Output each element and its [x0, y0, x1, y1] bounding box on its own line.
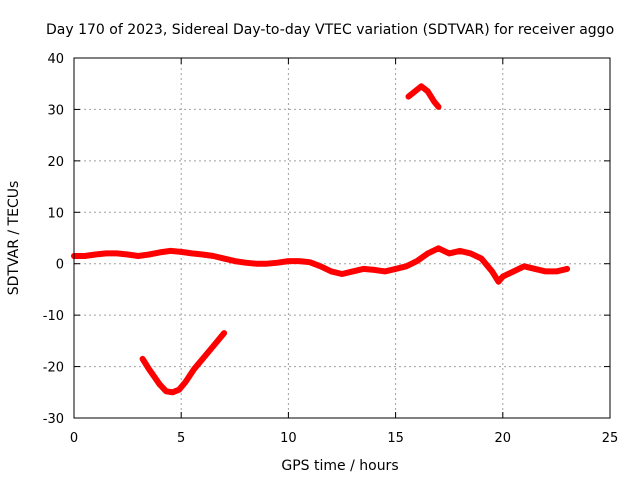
x-tick-label: 15: [387, 431, 404, 446]
y-tick-label: -30: [43, 412, 64, 427]
y-tick-label: 0: [56, 258, 64, 273]
y-tick-label: 10: [47, 206, 64, 221]
chart-title: Day 170 of 2023, Sidereal Day-to-day VTE…: [46, 22, 614, 38]
plot-frame: [73, 57, 611, 419]
x-tick-label: 5: [177, 431, 185, 446]
x-tick-label: 25: [602, 431, 619, 446]
x-tick-label: 10: [280, 431, 297, 446]
y-axis-label: SDTVAR / TECUs: [6, 181, 22, 296]
tick-labels: 0 5 10 15 20 25 -30 -20 -10 0 10 20 30 40: [43, 52, 619, 446]
y-tick-label: -10: [43, 309, 64, 324]
x-tick-label: 0: [70, 431, 78, 446]
x-axis-label: GPS time / hours: [281, 458, 398, 474]
series-line-arc-low: [139, 330, 228, 396]
series-line-main: [71, 245, 571, 285]
series-line-arc-high: [405, 83, 442, 110]
x-tick-label: 20: [495, 431, 512, 446]
y-tick-label: 30: [47, 103, 64, 118]
y-tick-label: 40: [47, 52, 64, 67]
y-tick-label: 20: [47, 155, 64, 170]
grid: [74, 58, 610, 418]
series-layer: [71, 83, 571, 396]
y-tick-label: -20: [43, 361, 64, 376]
